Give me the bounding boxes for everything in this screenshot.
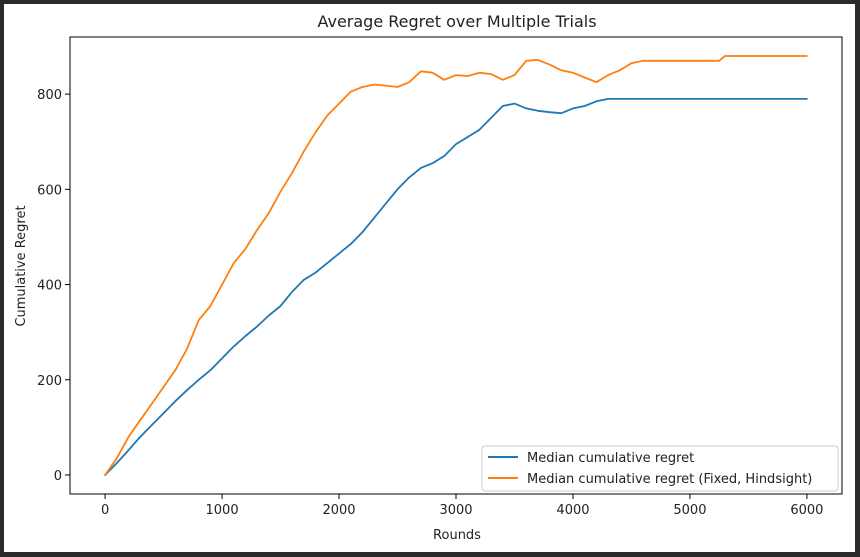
chart-title: Average Regret over Multiple Trials — [317, 12, 596, 31]
y-tick-label: 200 — [37, 374, 62, 389]
x-tick-label: 0 — [101, 503, 109, 518]
x-tick-label: 5000 — [673, 503, 706, 518]
y-axis-label: Cumulative Regret — [14, 205, 29, 326]
x-tick-label: 2000 — [322, 503, 355, 518]
x-axis: 0 1000 2000 3000 4000 5000 6000 — [101, 494, 823, 518]
y-tick-label: 600 — [37, 183, 62, 198]
legend: Median cumulative regret Median cumulati… — [481, 445, 839, 492]
x-tick-label: 3000 — [439, 503, 472, 518]
plot-frame — [69, 36, 843, 495]
series-line-fixed-hindsight — [104, 55, 808, 476]
plot-area — [69, 36, 843, 495]
x-tick-label: 6000 — [790, 503, 823, 518]
y-axis: 0 200 400 600 800 — [37, 88, 70, 484]
x-tick-label: 1000 — [206, 503, 239, 518]
y-tick-label: 800 — [37, 88, 62, 103]
y-tick-label: 0 — [54, 469, 62, 484]
legend-box — [481, 445, 839, 492]
x-axis-label: Rounds — [433, 528, 481, 543]
legend-label-fixed-hindsight: Median cumulative regret (Fixed, Hindsig… — [527, 472, 812, 487]
y-tick-label: 400 — [37, 279, 62, 294]
series-line-median — [104, 98, 808, 476]
series-layer — [104, 55, 808, 476]
x-tick-label: 4000 — [556, 503, 589, 518]
legend-label-median: Median cumulative regret — [527, 451, 694, 466]
